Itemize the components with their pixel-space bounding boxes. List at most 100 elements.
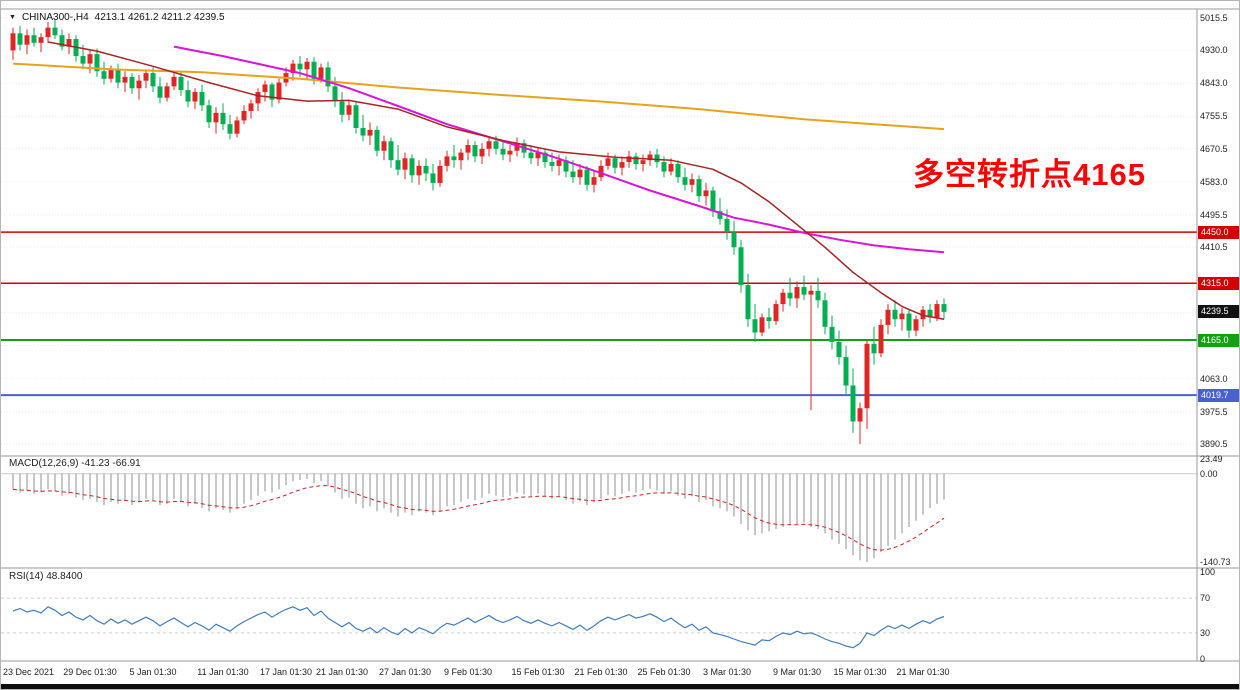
candle-body <box>150 73 156 87</box>
candle-body <box>171 76 177 87</box>
candle-body <box>94 54 100 72</box>
candle-body <box>262 84 268 93</box>
macd-tick-label: 0.00 <box>1200 468 1218 479</box>
candle-body <box>185 90 191 102</box>
time-label: 21 Jan 01:30 <box>315 667 369 677</box>
candle-body <box>675 163 681 178</box>
candle-body <box>850 385 856 422</box>
rsi-tick-label: 100 <box>1200 567 1216 577</box>
candle-body <box>220 112 226 125</box>
candle-body <box>276 82 282 100</box>
candle-body <box>759 317 765 333</box>
candle-body <box>115 69 121 83</box>
time-label: 21 Mar 01:30 <box>896 667 950 677</box>
price-axis[interactable]: 5015.5 4930.0 4843.0 4755.5 4670.5 4583.0 4495… <box>1198 1 1239 684</box>
candle-body <box>80 56 86 64</box>
price-tick-label: 4843.0 <box>1200 78 1228 89</box>
price-badge-4450.0: 4450.0 <box>1198 225 1239 239</box>
candle-body <box>892 309 898 320</box>
candle-body <box>360 128 366 136</box>
candle-body <box>255 92 261 104</box>
ohlc-values: 4213.1 4261.2 4211.2 4239.5 <box>94 12 225 23</box>
candle-body <box>822 300 828 327</box>
candle-body <box>395 160 401 170</box>
candle-body <box>157 86 163 98</box>
candle-body <box>500 148 506 155</box>
candle-body <box>192 92 198 102</box>
candle-body <box>780 292 786 305</box>
chart-header: ▼ CHINA300-,H4 4213.1 4261.2 4211.2 4239… <box>9 12 225 23</box>
candle-body <box>878 324 884 354</box>
candle-body <box>710 190 716 212</box>
candle-body <box>668 163 674 172</box>
candle-body <box>577 169 583 178</box>
price-tick-label: 3975.5 <box>1200 406 1228 417</box>
candle-body <box>563 160 569 172</box>
candle-body <box>409 158 415 176</box>
price-tick-label: 4063.0 <box>1200 373 1228 384</box>
time-label: 17 Jan 01:30 <box>259 667 313 677</box>
candle-body <box>241 110 247 121</box>
candle-body <box>514 143 520 151</box>
candle-body <box>339 101 345 115</box>
candle-body <box>899 313 905 320</box>
candle-body <box>451 156 457 161</box>
time-label: 21 Feb 01:30 <box>574 667 628 677</box>
time-label: 15 Feb 01:30 <box>511 667 565 677</box>
symbol-dropdown-icon[interactable]: ▼ <box>9 13 16 21</box>
price-tick-label: 4670.5 <box>1200 143 1228 154</box>
candle-body <box>297 63 303 70</box>
time-label: 15 Mar 01:30 <box>833 667 887 677</box>
candle-body <box>17 33 23 45</box>
rsi-tick-label: 0 <box>1200 654 1206 664</box>
candle-body <box>143 73 149 81</box>
candle-body <box>269 84 275 100</box>
time-axis[interactable]: 23 Dec 2021 29 Dec 01:30 5 Jan 01:30 11 Jan… <box>1 665 1197 681</box>
candle-body <box>682 177 688 185</box>
price-tick-label: 5015.5 <box>1200 13 1228 23</box>
candle-body <box>843 357 849 386</box>
candle-body <box>703 190 709 197</box>
candle-body <box>570 171 576 178</box>
candle-body <box>101 71 107 79</box>
candle-body <box>311 61 317 79</box>
candle-body <box>619 162 625 168</box>
candle-body <box>633 156 639 164</box>
candle-body <box>871 343 877 354</box>
candle-body <box>808 290 814 295</box>
candle-body <box>52 27 58 36</box>
candle-body <box>941 304 947 312</box>
candle-body <box>857 408 863 422</box>
candle-body <box>10 33 16 51</box>
candle-body <box>388 141 394 161</box>
candle-body <box>164 86 170 98</box>
price-badge-4315.0: 4315.0 <box>1198 276 1239 290</box>
candle-body <box>598 165 604 178</box>
candle-body <box>59 35 65 47</box>
candle-body <box>745 285 751 320</box>
candle-body <box>486 141 492 149</box>
candle-body <box>738 247 744 286</box>
candle-body <box>213 112 219 123</box>
time-label: 5 Jan 01:30 <box>129 667 177 677</box>
price-badge-4019.7: 4019.7 <box>1198 388 1239 402</box>
candle-body <box>31 35 37 43</box>
candle-body <box>437 165 443 183</box>
candle-body <box>458 152 464 161</box>
candle-body <box>178 76 184 91</box>
time-label: 9 Mar 01:30 <box>772 667 822 677</box>
candle-body <box>801 287 807 295</box>
candle-body <box>836 341 842 358</box>
candle-body <box>787 292 793 299</box>
time-label: 23 Dec 2021 <box>3 667 55 677</box>
candle-body <box>367 129 373 136</box>
time-label: 9 Feb 01:30 <box>443 667 493 677</box>
price-tick-label: 4583.0 <box>1200 176 1228 187</box>
time-label: 29 Dec 01:30 <box>63 667 117 677</box>
candle-body <box>934 304 940 318</box>
time-label: 11 Jan 01:30 <box>197 667 249 677</box>
ma-darkred-line <box>47 41 945 320</box>
candle-body <box>626 156 632 163</box>
